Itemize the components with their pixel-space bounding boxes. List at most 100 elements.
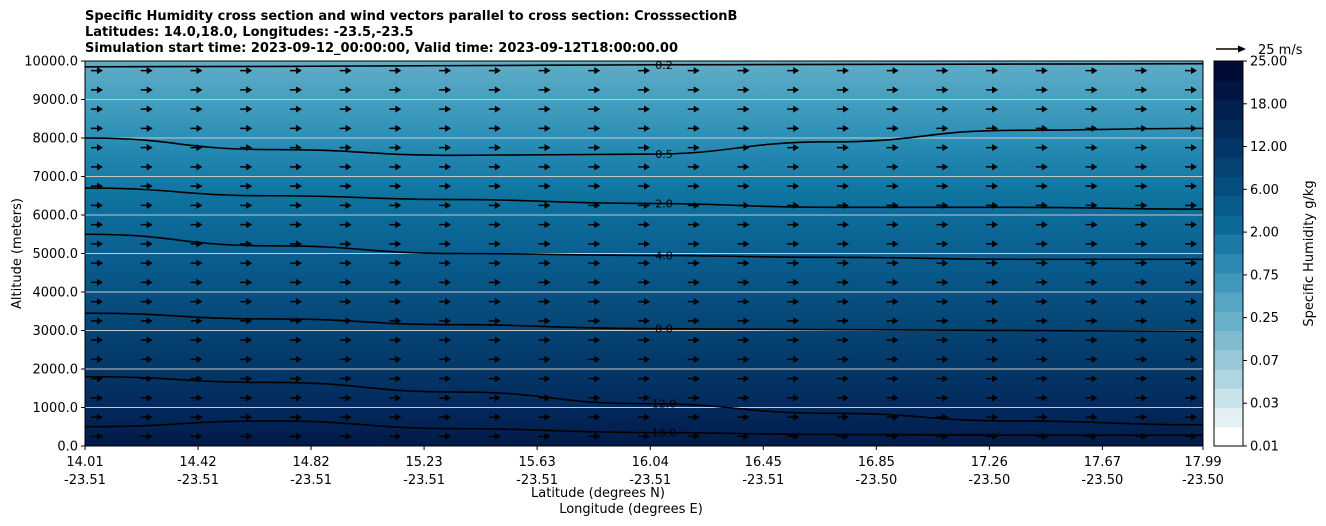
wind-vector-head xyxy=(246,182,253,190)
wind-vector-head xyxy=(942,201,949,209)
wind-vector-head xyxy=(196,298,203,306)
wind-vector-head xyxy=(644,182,650,190)
wind-vector-head xyxy=(345,278,352,286)
wind-vector-head xyxy=(1091,163,1098,171)
wind-vector-head xyxy=(793,413,800,421)
wind-vector-head xyxy=(445,375,452,383)
wind-vector-head xyxy=(395,240,402,248)
wind-vector-head xyxy=(743,355,750,363)
wind-vector-head xyxy=(544,240,551,248)
x-tick-label-lat: 16.04 xyxy=(632,455,669,470)
wind-vector-head xyxy=(544,259,551,267)
wind-vector-head xyxy=(196,336,203,344)
wind-vector-head xyxy=(793,355,800,363)
wind-vector-head xyxy=(743,201,750,209)
wind-vector-head xyxy=(146,221,153,229)
wind-vector-head xyxy=(1091,278,1098,286)
wind-vector-head xyxy=(246,163,253,171)
wind-vector-head xyxy=(445,394,452,402)
wind-vector-head xyxy=(1041,221,1048,229)
wind-vector-head xyxy=(992,105,999,113)
wind-vector-head xyxy=(395,394,402,402)
wind-vector-head xyxy=(146,355,153,363)
wind-vector-head xyxy=(395,259,402,267)
wind-vector-head xyxy=(594,201,601,209)
wind-vector-head xyxy=(594,355,601,363)
wind-vector-head xyxy=(395,355,402,363)
wind-vector-head xyxy=(494,182,501,190)
wind-vector-head xyxy=(892,105,899,113)
wind-vector-head xyxy=(395,221,402,229)
contour-line-4.0 xyxy=(85,233,1203,261)
wind-vector-head xyxy=(1041,105,1048,113)
wind-vector-head xyxy=(842,259,849,267)
wind-vector-head xyxy=(793,317,800,325)
wind-vector-head xyxy=(1191,240,1197,248)
wind-vector-head xyxy=(345,86,352,94)
wind-vector-head xyxy=(295,355,302,363)
wind-vector-head xyxy=(693,221,700,229)
wind-vector-head xyxy=(644,355,650,363)
wind-vector-head xyxy=(494,298,501,306)
wind-vector-head xyxy=(743,278,750,286)
wind-vector-head xyxy=(942,259,949,267)
colorbar-tick-label: 2.00 xyxy=(1250,226,1279,241)
wind-vector-head xyxy=(1191,67,1197,75)
wind-vector-head xyxy=(146,86,153,94)
wind-vector-head xyxy=(942,432,949,440)
wind-vector-head xyxy=(1041,278,1048,286)
wind-vector-head xyxy=(644,278,650,286)
wind-vector-head xyxy=(395,67,402,75)
colorbar-band xyxy=(1214,157,1243,178)
wind-vector-head xyxy=(594,67,601,75)
wind-vector-head xyxy=(1141,221,1148,229)
wind-vector-head xyxy=(1191,259,1197,267)
wind-vector-head xyxy=(97,298,103,306)
wind-vector-head xyxy=(1191,124,1197,132)
wind-vector-head xyxy=(295,163,302,171)
wind-vector-head xyxy=(892,298,899,306)
wind-vector-head xyxy=(793,182,800,190)
wind-vector-head xyxy=(146,240,153,248)
wind-vector-head xyxy=(494,355,501,363)
wind-vector-head xyxy=(295,67,302,75)
wind-vector-head xyxy=(196,278,203,286)
plot-area: 0.2 0.5 2.0 4.0 8.0 12.0 16.0 xyxy=(84,60,1204,447)
wind-vector-head xyxy=(146,278,153,286)
wind-vector-head xyxy=(1191,221,1197,229)
colorbar-band xyxy=(1214,272,1243,293)
wind-vector-head xyxy=(1141,432,1148,440)
wind-vector-head xyxy=(892,124,899,132)
wind-vector-head xyxy=(494,221,501,229)
wind-vector-head xyxy=(594,124,601,132)
wind-vector-head xyxy=(196,394,203,402)
wind-vector-head xyxy=(942,278,949,286)
wind-vector-head xyxy=(892,86,899,94)
wind-vector-head xyxy=(345,163,352,171)
wind-vector-head xyxy=(992,259,999,267)
wind-vector-head xyxy=(644,259,650,267)
wind-vector-head xyxy=(743,298,750,306)
wind-vector-head xyxy=(97,124,103,132)
wind-vector-head xyxy=(992,394,999,402)
wind-vector-head xyxy=(345,317,352,325)
wind-vector-head xyxy=(146,336,153,344)
wind-vector-head xyxy=(544,298,551,306)
wind-vector-head xyxy=(345,67,352,75)
wind-vector-head xyxy=(644,432,650,440)
wind-vector-head xyxy=(992,240,999,248)
contour-line-0.2 xyxy=(85,62,1203,68)
wind-vector-head xyxy=(1091,298,1098,306)
y-tick-label: 6000.0 xyxy=(33,209,79,224)
wind-vector-head xyxy=(992,413,999,421)
wind-vector-head xyxy=(892,182,899,190)
wind-vector-head xyxy=(743,221,750,229)
wind-vector-head xyxy=(345,240,352,248)
wind-vector-head xyxy=(942,240,949,248)
wind-vector-head xyxy=(395,144,402,152)
wind-vector-head xyxy=(992,67,999,75)
wind-vector-head xyxy=(793,163,800,171)
wind-vector-head xyxy=(1041,413,1048,421)
wind-vector-head xyxy=(544,144,551,152)
wind-vector-head xyxy=(494,240,501,248)
